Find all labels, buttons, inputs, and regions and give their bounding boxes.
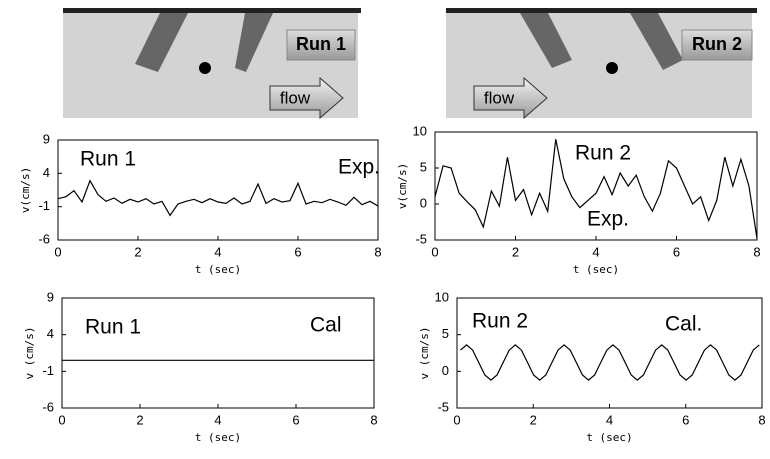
y-tick-label: 0: [442, 363, 449, 378]
x-axis-label: t (sec): [195, 431, 241, 444]
y-tick-label: 9: [43, 131, 50, 146]
chart-title: Run 2: [575, 142, 631, 165]
y-axis-label: v(cm/s): [19, 167, 32, 213]
chart-title: Run 2: [472, 310, 528, 333]
x-tick-label: 4: [214, 244, 221, 259]
run-label: Run 1: [296, 34, 346, 54]
x-tick-label: 4: [592, 244, 599, 259]
x-tick-label: 4: [606, 412, 613, 427]
wall: [446, 8, 757, 13]
wall: [63, 8, 361, 13]
flow-label: flow: [484, 88, 515, 107]
y-tick-label: 5: [442, 326, 449, 341]
y-tick-label: -1: [38, 198, 50, 213]
x-tick-label: 0: [58, 412, 65, 427]
y-tick-label: 10: [413, 123, 427, 138]
y-tick-label: -5: [415, 231, 427, 246]
x-axis-label: t (sec): [586, 431, 632, 444]
x-tick-label: 2: [136, 412, 143, 427]
y-tick-label: 10: [435, 289, 449, 304]
y-tick-label: -6: [38, 231, 50, 246]
y-tick-label: 5: [420, 159, 427, 174]
x-axis-label: t (sec): [573, 263, 619, 276]
x-tick-label: 2: [134, 244, 141, 259]
cylinder: [606, 62, 618, 74]
y-tick-label: -6: [42, 399, 54, 414]
x-tick-label: 0: [431, 244, 438, 259]
run-label: Run 2: [692, 34, 742, 54]
y-tick-label: 4: [43, 165, 50, 180]
y-axis-label: v(cm/s): [396, 163, 409, 209]
x-tick-label: 2: [512, 244, 519, 259]
data-line: [460, 345, 759, 380]
x-tick-label: 6: [673, 244, 680, 259]
diagram-left: Run 1 flow: [63, 8, 361, 118]
cylinder: [199, 62, 211, 74]
y-tick-label: 4: [47, 326, 54, 341]
y-tick-label: 9: [47, 289, 54, 304]
x-tick-label: 8: [374, 244, 381, 259]
y-tick-label: -5: [437, 399, 449, 414]
y-axis-label: v (cm/s): [418, 327, 431, 380]
flow-label: flow: [280, 88, 311, 107]
y-axis-label: v (cm/s): [23, 327, 36, 380]
y-tick-label: 0: [420, 195, 427, 210]
annotation: Cal: [310, 314, 342, 337]
annotation: Exp.: [587, 208, 629, 231]
x-tick-label: 6: [682, 412, 689, 427]
x-tick-label: 4: [214, 412, 221, 427]
chart-title: Run 1: [80, 148, 136, 171]
y-tick-label: -1: [42, 363, 54, 378]
figure: Run 1 flow Run 2 flow 9 4 -1 -6 0 2 4 6 8 t (sec)…: [0, 0, 770, 459]
x-axis-label: t (sec): [195, 263, 241, 276]
x-tick-label: 0: [54, 244, 61, 259]
annotation: Exp.: [338, 156, 380, 179]
chart-title: Run 1: [85, 316, 141, 339]
x-tick-label: 0: [453, 412, 460, 427]
diagram-right: Run 2 flow: [446, 8, 757, 118]
x-tick-label: 8: [753, 244, 760, 259]
x-tick-label: 2: [530, 412, 537, 427]
data-line: [58, 181, 378, 216]
x-tick-label: 8: [758, 412, 765, 427]
x-tick-label: 8: [370, 412, 377, 427]
x-tick-label: 6: [292, 412, 299, 427]
x-tick-label: 6: [294, 244, 301, 259]
annotation: Cal.: [665, 313, 702, 336]
